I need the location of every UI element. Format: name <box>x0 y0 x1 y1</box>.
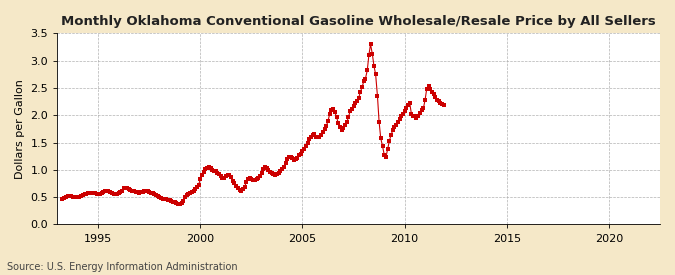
Text: Source: U.S. Energy Information Administration: Source: U.S. Energy Information Administ… <box>7 262 238 272</box>
Title: Monthly Oklahoma Conventional Gasoline Wholesale/Resale Price by All Sellers: Monthly Oklahoma Conventional Gasoline W… <box>61 15 656 28</box>
Y-axis label: Dollars per Gallon: Dollars per Gallon <box>15 79 25 179</box>
